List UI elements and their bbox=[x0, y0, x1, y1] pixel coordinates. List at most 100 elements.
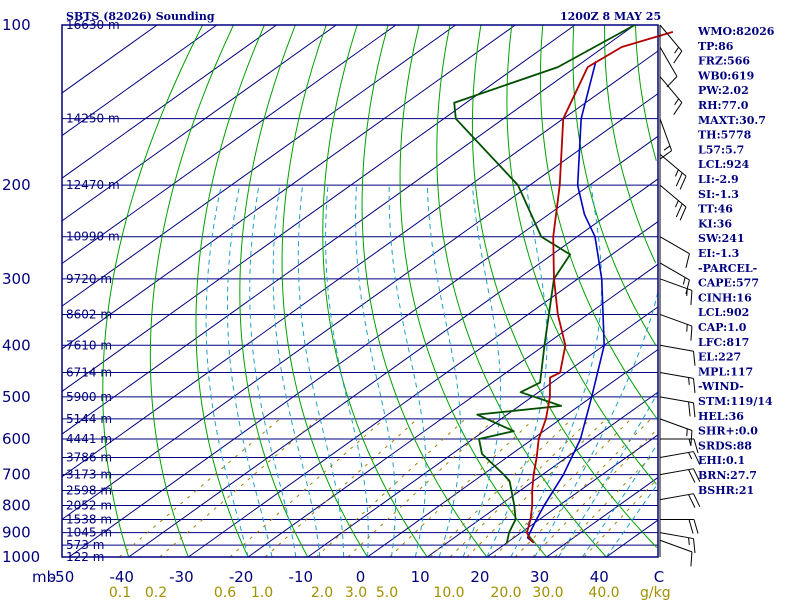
mixing-ratio-line bbox=[389, 418, 535, 558]
moist-adiabat-line bbox=[205, 185, 249, 558]
index-value: SI:-1.3 bbox=[698, 188, 739, 201]
pressure-tick-label: 400 bbox=[2, 336, 31, 354]
height-label: 14250 m bbox=[66, 112, 120, 126]
isotherm-line bbox=[486, 434, 659, 558]
index-value: SRDS:88 bbox=[698, 439, 752, 452]
index-value: MPL:117 bbox=[698, 365, 753, 378]
height-label: 573 m bbox=[66, 538, 104, 552]
moist-adiabat-line bbox=[582, 442, 659, 558]
dry-adiabat-line bbox=[506, 24, 657, 485]
wind-barb bbox=[659, 76, 683, 115]
wind-barbs bbox=[659, 24, 701, 567]
isotherm-line bbox=[128, 178, 659, 558]
isotherm-line bbox=[61, 24, 516, 350]
chart-title: SBTS (82026) Sounding bbox=[66, 10, 215, 23]
temperature-line bbox=[526, 30, 674, 544]
mixing-ratio-line bbox=[514, 418, 652, 558]
dry-adiabat-line bbox=[149, 24, 234, 558]
isotherm-line bbox=[61, 24, 277, 179]
dry-adiabat-line bbox=[361, 24, 488, 558]
isotherm-line bbox=[247, 263, 659, 558]
index-value: -WIND- bbox=[698, 380, 744, 393]
wind-barb bbox=[659, 118, 673, 160]
dry-adiabat-line bbox=[572, 24, 657, 346]
index-value: CINH:16 bbox=[698, 291, 752, 304]
plot-frame bbox=[61, 24, 659, 558]
wind-barb bbox=[659, 468, 701, 483]
wind-barb bbox=[659, 24, 683, 64]
wind-barb bbox=[659, 184, 687, 221]
wind-barb bbox=[659, 418, 693, 446]
index-value: LI:-2.9 bbox=[698, 173, 739, 186]
height-label: 9720 m bbox=[66, 272, 112, 286]
height-label: 2052 m bbox=[66, 498, 112, 512]
wind-barb bbox=[659, 532, 696, 554]
wind-barb bbox=[659, 236, 690, 268]
background-grid bbox=[61, 24, 659, 558]
isotherm-line bbox=[546, 477, 659, 558]
wind-barb bbox=[659, 278, 693, 306]
index-value: L57:5.7 bbox=[698, 143, 744, 156]
mixing-ratio-line bbox=[159, 418, 319, 558]
dry-adiabat-line bbox=[436, 24, 607, 558]
index-value: EI:-1.3 bbox=[698, 247, 739, 260]
height-label: 3786 m bbox=[66, 450, 112, 464]
index-value: HEL:36 bbox=[698, 410, 744, 423]
temperature-tick-label: -30 bbox=[169, 568, 194, 586]
index-value: PW:2.02 bbox=[698, 84, 749, 97]
height-label: 5900 m bbox=[66, 390, 112, 404]
isotherm-line bbox=[307, 306, 659, 558]
mixing-ratio-line bbox=[449, 418, 591, 558]
height-label: 7610 m bbox=[66, 338, 112, 352]
temperature-tick-label: C bbox=[654, 568, 664, 586]
dry-adiabat-line bbox=[634, 24, 657, 161]
height-label: 3173 m bbox=[66, 468, 112, 482]
isotherm-line bbox=[61, 24, 635, 435]
mixing-ratio-line bbox=[118, 418, 281, 558]
isotherm-line bbox=[367, 349, 659, 558]
sounding-profiles bbox=[453, 24, 674, 544]
isotherm-line bbox=[61, 24, 218, 136]
dry-adiabat-line bbox=[102, 24, 204, 558]
dry-adiabat-line bbox=[281, 24, 368, 558]
index-value: BSHR:21 bbox=[698, 484, 754, 497]
temperature-tick-label: 10 bbox=[411, 568, 430, 586]
dry-adiabat-line bbox=[471, 24, 658, 548]
dry-adiabat-line bbox=[604, 24, 657, 264]
wind-barb bbox=[659, 344, 696, 366]
dry-adiabat-line bbox=[195, 24, 265, 558]
moist-adiabat-line bbox=[249, 185, 297, 558]
height-label: 6714 m bbox=[66, 366, 112, 380]
mixing-ratio-tick-label: 1.0 bbox=[251, 585, 273, 600]
height-label: 4441 m bbox=[66, 432, 112, 446]
index-value: -PARCEL- bbox=[698, 262, 757, 275]
mixing-ratio-line bbox=[429, 418, 573, 558]
wind-barb bbox=[659, 493, 701, 508]
temperature-tick-label: -20 bbox=[229, 568, 254, 586]
mixing-ratio-line bbox=[583, 482, 655, 558]
moist-adiabat-line bbox=[534, 289, 659, 558]
wind-barb bbox=[659, 46, 678, 88]
isotherm-line bbox=[606, 519, 659, 558]
height-label: 16630 m bbox=[66, 18, 120, 32]
isotherm-line bbox=[61, 24, 456, 307]
index-value: LFC:817 bbox=[698, 336, 749, 349]
index-value: MAXT:30.7 bbox=[698, 114, 766, 127]
index-value: LCL:924 bbox=[698, 158, 750, 171]
height-label: 122 m bbox=[66, 550, 104, 564]
wind-barb bbox=[659, 262, 690, 295]
moist-adiabat-line bbox=[325, 185, 369, 558]
moist-adiabat-line bbox=[510, 185, 603, 558]
index-value: WMO:82026 bbox=[697, 25, 775, 38]
mixing-ratio-tick-label: 2.0 bbox=[311, 585, 333, 600]
mixing-ratio-line bbox=[347, 418, 496, 558]
temperature-tick-label: 0 bbox=[356, 568, 366, 586]
index-value: KI:36 bbox=[698, 217, 732, 230]
index-value: LCL:902 bbox=[698, 306, 749, 319]
mixing-ratio-tick-label: 40.0 bbox=[588, 585, 619, 600]
index-value: SW:241 bbox=[698, 232, 745, 245]
